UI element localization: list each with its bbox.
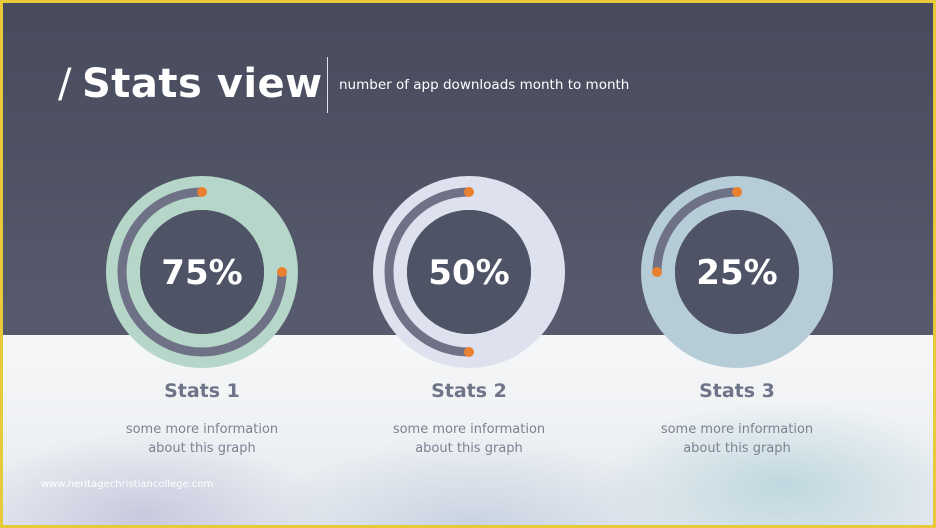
subtitle: number of app downloads month to month xyxy=(339,77,630,93)
chart-label-2: Stats 2 xyxy=(431,380,507,402)
donut-arc-end-dot-3 xyxy=(652,267,662,277)
chart-info-line: about this graph xyxy=(148,441,256,456)
donut-inner-2 xyxy=(407,210,531,334)
donut-value-1: 75% xyxy=(161,253,242,293)
chart-label-3: Stats 3 xyxy=(699,380,775,402)
chart-info-3: some more information about this graph xyxy=(627,420,847,458)
title-text: Stats view xyxy=(81,61,323,107)
donut-charts: 75% 50% 25% xyxy=(106,176,833,368)
chart-info-line: some more information xyxy=(392,422,546,437)
title-block: / Stats view xyxy=(58,57,323,111)
donut-inner-3 xyxy=(675,210,799,334)
page-title: / Stats view xyxy=(58,57,323,111)
donut-arc-start-dot-1 xyxy=(197,187,207,197)
title-slash: / xyxy=(58,61,72,107)
donut-chart-3: 25% xyxy=(641,176,833,368)
chart-label-1: Stats 1 xyxy=(164,380,240,402)
chart-info-line: some more information xyxy=(125,422,279,437)
chart-info-line: about this graph xyxy=(683,441,791,456)
donut-arc-start-dot-3 xyxy=(732,187,742,197)
donut-inner-1 xyxy=(140,210,264,334)
slide: / Stats view number of app downloads mont… xyxy=(3,3,933,525)
donut-chart-1: 75% xyxy=(106,176,298,368)
donut-arc-3 xyxy=(652,187,742,277)
chart-info-2: some more information about this graph xyxy=(359,420,579,458)
watermark: www.heritagechristiancollege.com xyxy=(41,479,214,490)
donut-chart-2: 50% xyxy=(373,176,565,368)
donut-arc-end-dot-2 xyxy=(464,347,474,357)
donut-value-2: 50% xyxy=(428,253,509,293)
title-divider xyxy=(327,57,328,113)
donut-arc-end-dot-1 xyxy=(277,267,287,277)
chart-info-1: some more information about this graph xyxy=(92,420,312,458)
donut-arc-1 xyxy=(117,187,287,357)
donut-arc-2 xyxy=(384,187,474,357)
donut-arc-start-dot-2 xyxy=(464,187,474,197)
chart-info-line: some more information xyxy=(660,422,814,437)
donut-value-3: 25% xyxy=(696,253,777,293)
chart-info-line: about this graph xyxy=(415,441,523,456)
